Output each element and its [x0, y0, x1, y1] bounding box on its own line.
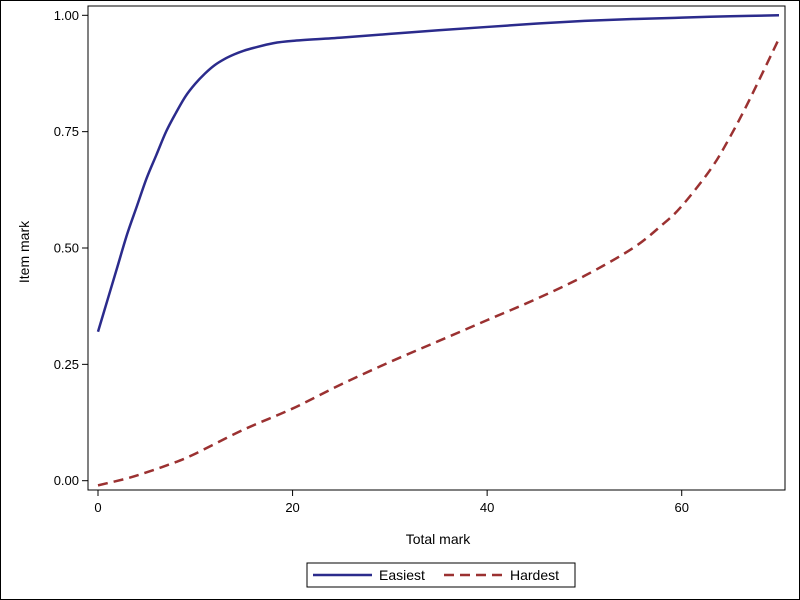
legend-label-hardest: Hardest	[510, 567, 559, 583]
series-line-easiest	[96, 14, 780, 333]
legend-label-easiest: Easiest	[379, 567, 425, 583]
y-axis-title: Item mark	[16, 220, 32, 283]
series-line-hardest	[97, 38, 781, 487]
x-tick-label: 20	[285, 500, 299, 515]
x-tick-label: 40	[480, 500, 494, 515]
x-tick-label: 60	[674, 500, 688, 515]
y-tick-label: 0.50	[54, 241, 79, 256]
y-tick-label: 1.00	[54, 8, 79, 23]
y-axis: 0.00 0.25 0.50 0.75 1.00	[54, 8, 88, 488]
legend: Easiest Hardest	[306, 562, 576, 588]
series-group	[96, 14, 781, 487]
plot-area-border	[87, 5, 786, 491]
y-tick-label: 0.75	[54, 124, 79, 139]
y-tick-label: 0.00	[54, 473, 79, 488]
y-tick-label: 0.25	[54, 357, 79, 372]
x-tick-label: 0	[94, 500, 101, 515]
x-axis-title: Total mark	[406, 531, 472, 547]
x-axis: 0 20 40 60	[94, 490, 689, 515]
